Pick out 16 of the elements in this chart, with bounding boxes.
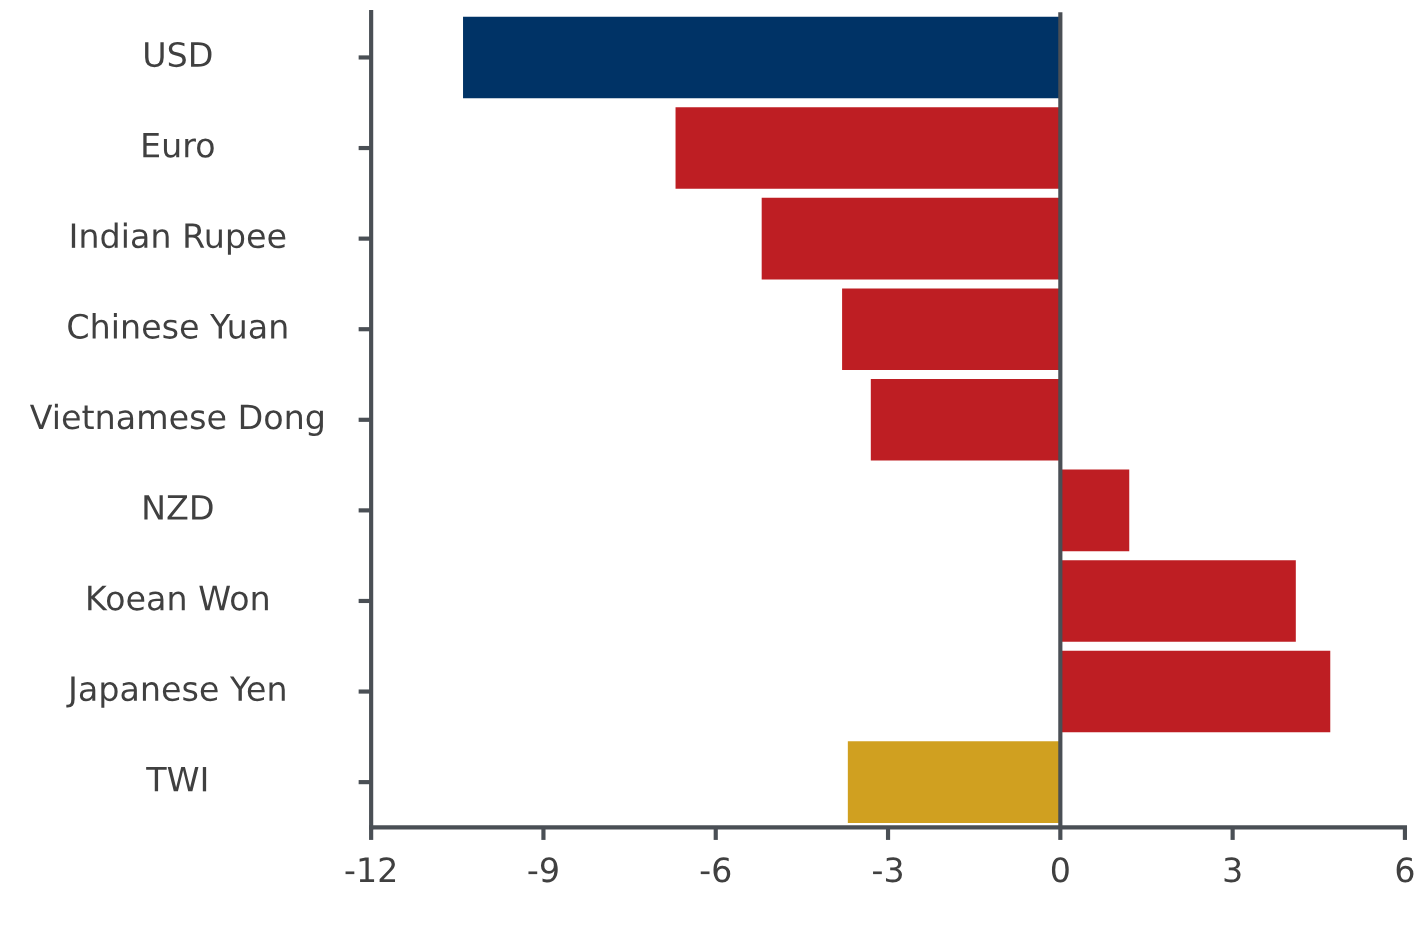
x-tick-label: -9 xyxy=(528,857,558,883)
y-tick-label: Indian Rupee xyxy=(71,222,286,255)
y-tick-label: USD xyxy=(145,41,212,68)
x-tick-label: -3 xyxy=(873,857,902,883)
y-tick-label: TWI xyxy=(146,767,207,792)
y-tick-label: Vietnamese Dong xyxy=(29,403,323,436)
x-tick-label: -12 xyxy=(345,857,396,882)
y-tick-label: NZD xyxy=(144,495,213,520)
y-tick-label: Japanese Yen xyxy=(66,676,285,708)
y-tick-label: Koean Won xyxy=(88,585,268,611)
y-tick-label: Euro xyxy=(143,132,214,158)
x-tick-label: 3 xyxy=(1224,857,1241,883)
x-tick-label: 0 xyxy=(1051,857,1069,883)
y-tick-label: Chinese Yuan xyxy=(68,313,287,339)
x-tick-label: 6 xyxy=(1396,857,1414,883)
x-tick-label: -6 xyxy=(700,857,731,883)
